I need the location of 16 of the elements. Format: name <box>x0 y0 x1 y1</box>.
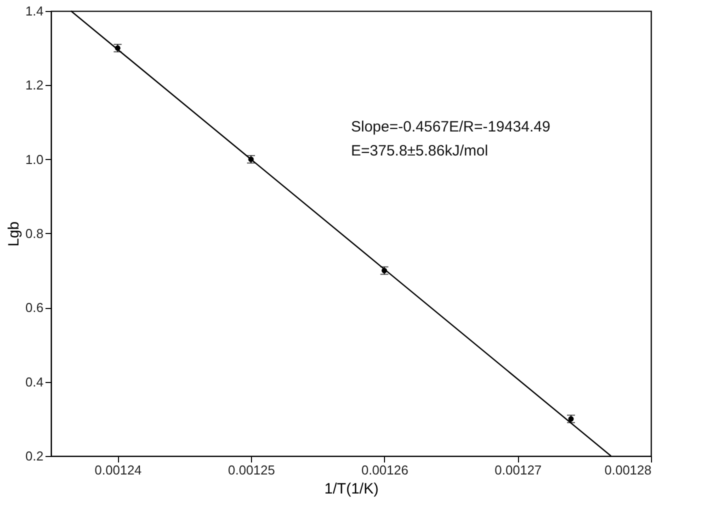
y-tick-label: 1.4 <box>25 4 44 18</box>
x-tick-label: 0.00126 <box>361 462 408 478</box>
annotation: E=375.8±5.86kJ/mol <box>351 142 488 160</box>
x-tick-label: 0.00128 <box>604 462 652 478</box>
x-tick-label: 0.00125 <box>228 462 275 478</box>
y-tick-label: 0.4 <box>25 374 44 390</box>
y-tick-label: 1.0 <box>25 152 44 167</box>
y-tick-label: 0.8 <box>25 226 44 241</box>
annotation: Slope=-0.4567E/R=-19434.49 <box>351 118 550 136</box>
y-tick-label: 0.2 <box>25 448 44 464</box>
y-tick-label: 1.2 <box>25 78 44 93</box>
x-tick-label: 0.00127 <box>494 462 542 478</box>
y-tick-label: 0.6 <box>25 300 44 316</box>
y-axis-title: Lgb <box>5 221 22 247</box>
x-axis-title: 1/T(1/K) <box>324 480 379 498</box>
x-tick-label: 0.00124 <box>94 462 142 478</box>
